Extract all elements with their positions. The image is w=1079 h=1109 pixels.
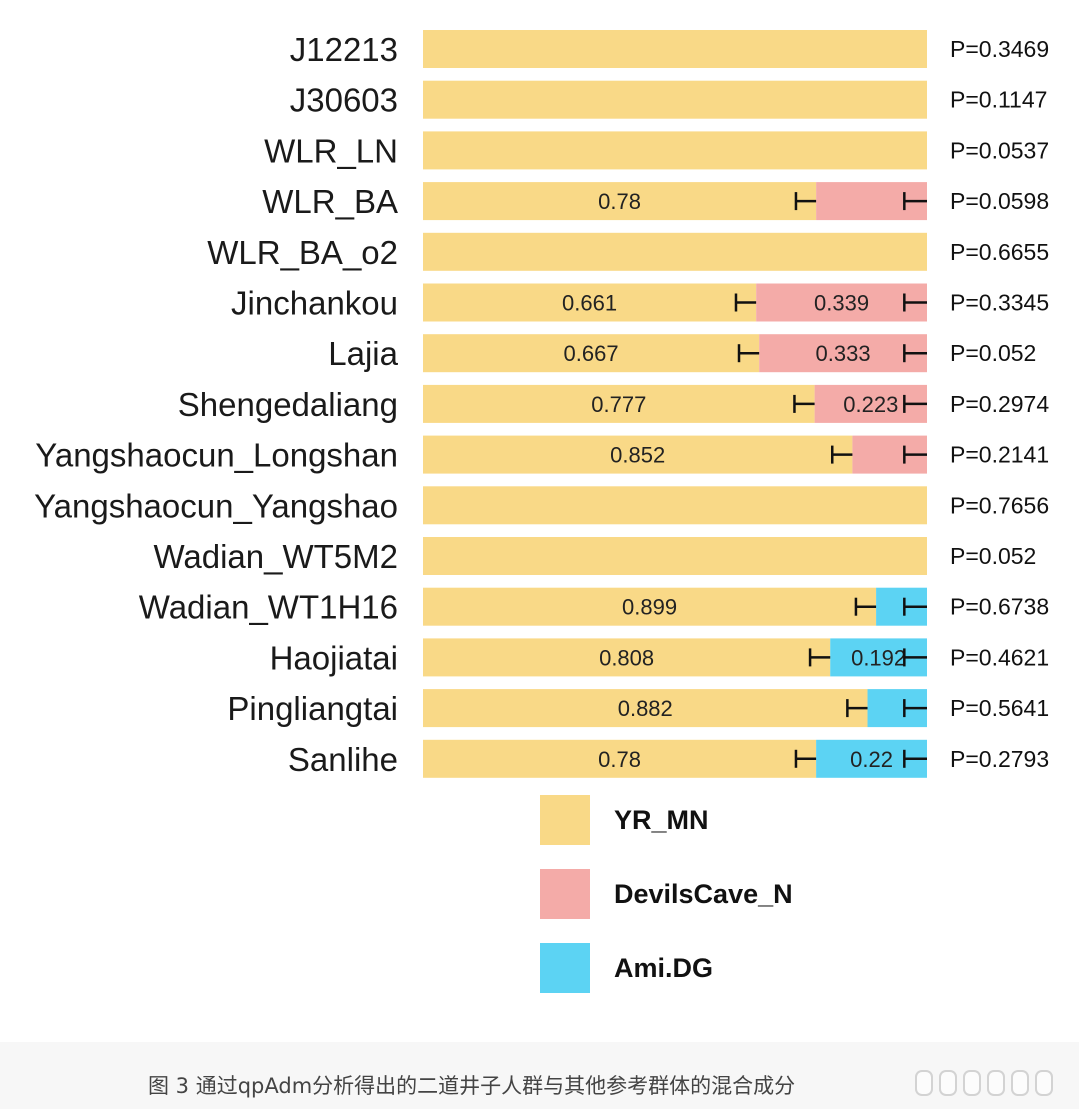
data-label: 0.852	[610, 443, 665, 468]
category-label: Yangshaocun_Yangshao	[34, 487, 398, 524]
chart-svg: J12213 P=0.3469 J30603 P=0.1147 WLR_LN P=0.05…	[34, 30, 1049, 993]
bar-segment-yr-mn	[423, 689, 868, 728]
watermark-icon	[915, 1070, 1065, 1096]
category-label: Lajia	[328, 335, 398, 372]
figure-caption: 图 3 通过qpAdm分析得出的二道井子人群与其他参考群体的混合成分	[148, 1074, 796, 1098]
admixture-chart: J12213 P=0.3469 J30603 P=0.1147 WLR_LN P=0.05…	[34, 30, 1049, 993]
p-value-label: P=0.3345	[950, 290, 1049, 316]
p-value-label: P=0.3469	[950, 36, 1049, 62]
data-label: 0.661	[562, 291, 617, 316]
legend-label: DevilsCave_N	[614, 879, 793, 909]
caption-band	[0, 1042, 1079, 1109]
category-label: Pingliangtai	[227, 690, 398, 727]
p-value-label: P=0.5641	[950, 695, 1049, 721]
data-label: 0.808	[599, 645, 654, 670]
bar-segment-yr-mn	[423, 30, 927, 68]
p-value-label: P=0.6738	[950, 594, 1049, 620]
data-label: 0.78	[598, 747, 641, 772]
category-label: Sanlihe	[288, 741, 398, 778]
data-label: 0.78	[598, 189, 641, 214]
legend-label: Ami.DG	[614, 953, 713, 983]
category-label: Yangshaocun_Longshan	[35, 437, 398, 474]
data-label: 0.22	[850, 747, 893, 772]
bar-segment-yr-mn	[423, 486, 927, 525]
category-label: WLR_BA	[262, 183, 398, 220]
p-value-label: P=0.0537	[950, 137, 1049, 163]
data-label: 0.333	[816, 341, 871, 366]
category-label: WLR_LN	[264, 132, 398, 169]
category-label: Wadian_WT1H16	[139, 589, 398, 626]
data-label: 0.667	[564, 341, 619, 366]
p-value-label: P=0.2793	[950, 746, 1049, 772]
bar-segment-yr-mn	[423, 80, 927, 119]
category-label: Haojiatai	[270, 639, 398, 676]
category-label: Wadian_WT5M2	[153, 538, 398, 575]
legend-swatch	[540, 943, 590, 993]
p-value-label: P=0.4621	[950, 644, 1049, 670]
bar-segment-yr-mn	[423, 283, 757, 322]
data-label: 0.899	[622, 595, 677, 620]
data-label: 0.223	[843, 392, 898, 417]
bar-segment-yr-mn	[423, 131, 927, 170]
data-label: 0.339	[814, 291, 869, 316]
bar-segment-yr-mn	[423, 334, 760, 373]
p-value-label: P=0.7656	[950, 492, 1049, 518]
data-label: 0.192	[851, 645, 906, 670]
data-label: 0.882	[618, 696, 673, 721]
bar-segment-yr-mn	[423, 739, 817, 778]
bar-segment-yr-mn	[423, 232, 927, 271]
category-label: J30603	[290, 82, 398, 119]
p-value-label: P=0.6655	[950, 239, 1049, 265]
bar-segment-yr-mn	[423, 587, 877, 626]
bar-segment-devilscave-n	[756, 283, 927, 322]
category-label: J12213	[290, 31, 398, 68]
legend-swatch	[540, 795, 590, 845]
legend-label: YR_MN	[614, 805, 709, 835]
p-value-label: P=0.1147	[950, 87, 1047, 113]
p-value-label: P=0.2974	[950, 391, 1049, 417]
bar-segment-yr-mn	[423, 638, 831, 677]
p-value-label: P=0.052	[950, 340, 1036, 366]
bar-segment-yr-mn	[423, 182, 817, 221]
data-label: 0.777	[591, 392, 646, 417]
bar-segment-yr-mn	[423, 435, 853, 474]
bar-segment-yr-mn	[423, 384, 815, 423]
category-label: Jinchankou	[231, 285, 398, 322]
legend-swatch	[540, 869, 590, 919]
bar-segment-devilscave-n	[759, 334, 927, 373]
bar-segment-yr-mn	[423, 537, 927, 575]
category-label: Shengedaliang	[178, 386, 398, 423]
category-label: WLR_BA_o2	[207, 234, 398, 271]
p-value-label: P=0.0598	[950, 188, 1049, 214]
p-value-label: P=0.2141	[950, 442, 1049, 468]
p-value-label: P=0.052	[950, 543, 1036, 569]
